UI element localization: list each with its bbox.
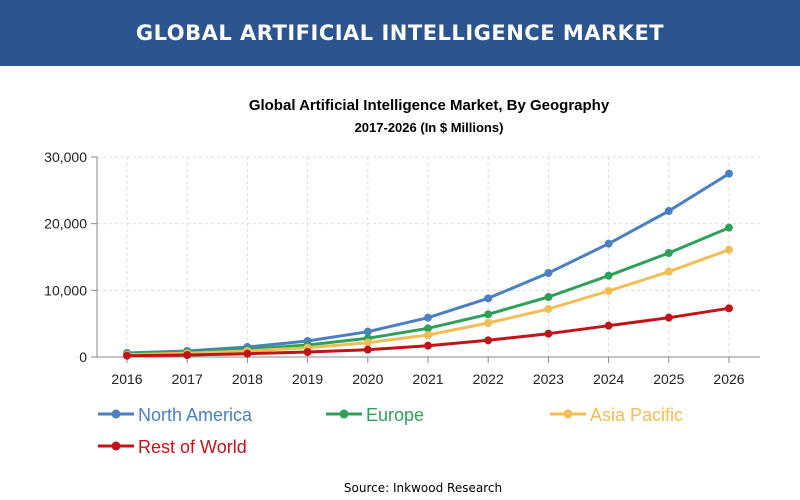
legend-item-asia-pacific: Asia Pacific bbox=[550, 405, 683, 425]
legend-swatch-marker bbox=[111, 441, 121, 451]
data-point bbox=[725, 304, 733, 313]
data-point bbox=[725, 245, 733, 254]
data-point bbox=[544, 305, 553, 313]
source-note: Source: Inkwood Research bbox=[343, 481, 503, 495]
y-tick-label: 30,000 bbox=[44, 149, 87, 165]
x-tick-label: 2021 bbox=[412, 371, 443, 387]
legend-swatch-marker bbox=[563, 409, 573, 419]
legend-swatch-marker bbox=[111, 409, 121, 419]
series-rest-of-world bbox=[123, 304, 733, 360]
x-tick-label: 2018 bbox=[232, 371, 263, 387]
y-tick-label: 20,000 bbox=[44, 216, 87, 232]
banner: GLOBAL ARTIFICIAL INTELLIGENCE MARKET bbox=[0, 0, 800, 66]
data-point bbox=[424, 341, 432, 350]
data-point bbox=[604, 239, 613, 248]
x-tick-label: 2026 bbox=[713, 371, 744, 387]
x-tick-label: 2016 bbox=[111, 371, 142, 387]
legend-item-rest-of-world: Rest of World bbox=[98, 437, 247, 457]
data-point bbox=[183, 351, 192, 359]
data-point bbox=[363, 327, 372, 336]
data-point bbox=[484, 336, 493, 345]
data-point bbox=[484, 294, 493, 303]
data-point bbox=[725, 223, 733, 232]
x-tick-label: 2024 bbox=[593, 371, 624, 387]
data-point bbox=[604, 271, 613, 280]
data-point bbox=[424, 331, 432, 339]
data-point bbox=[243, 349, 252, 358]
series-layer bbox=[123, 169, 733, 360]
chart-subtitle: 2017-2026 (In $ Millions) bbox=[354, 120, 504, 135]
x-tick-label: 2025 bbox=[653, 371, 684, 387]
data-point bbox=[363, 345, 372, 354]
data-point bbox=[484, 310, 493, 319]
data-point bbox=[664, 267, 673, 276]
legend-label: Europe bbox=[366, 405, 424, 425]
data-point bbox=[303, 348, 312, 356]
axis-layer: 0 10,000 20,000 30,000 2016 2017 2018 2019 2020 2… bbox=[44, 149, 760, 387]
data-point bbox=[544, 293, 553, 301]
data-point bbox=[424, 324, 432, 333]
data-point bbox=[725, 169, 733, 178]
chart-title: Global Artificial Intelligence Market, B… bbox=[248, 97, 610, 114]
x-tick-label: 2023 bbox=[533, 371, 564, 387]
legend-label: North America bbox=[138, 405, 253, 425]
x-tick-label: 2020 bbox=[352, 371, 383, 387]
data-point bbox=[424, 313, 432, 322]
series-asia-pacific bbox=[123, 245, 733, 359]
grid-layer bbox=[97, 156, 760, 357]
legend-label: Asia Pacific bbox=[590, 405, 683, 425]
y-tick-label: 0 bbox=[79, 349, 87, 365]
legend-item-europe: Europe bbox=[326, 405, 424, 425]
data-point bbox=[123, 351, 131, 360]
legend-label: Rest of World bbox=[138, 437, 247, 457]
legend-item-north-america: North America bbox=[98, 405, 253, 425]
data-point bbox=[664, 207, 673, 215]
x-tick-label: 2019 bbox=[292, 371, 323, 387]
data-point bbox=[544, 269, 553, 277]
data-point bbox=[604, 287, 613, 295]
data-point bbox=[363, 338, 372, 347]
x-tick-label: 2022 bbox=[473, 371, 504, 387]
legend-swatch-marker bbox=[339, 409, 349, 419]
data-point bbox=[604, 321, 613, 330]
data-point bbox=[664, 313, 673, 322]
x-tick-label: 2017 bbox=[172, 371, 203, 387]
legend: North America Europe Asia Pacific Rest of W… bbox=[98, 405, 683, 457]
y-tick-label: 10,000 bbox=[44, 282, 87, 298]
data-point bbox=[484, 319, 493, 327]
banner-title: GLOBAL ARTIFICIAL INTELLIGENCE MARKET bbox=[135, 21, 665, 45]
data-point bbox=[544, 329, 553, 338]
data-point bbox=[664, 249, 673, 257]
